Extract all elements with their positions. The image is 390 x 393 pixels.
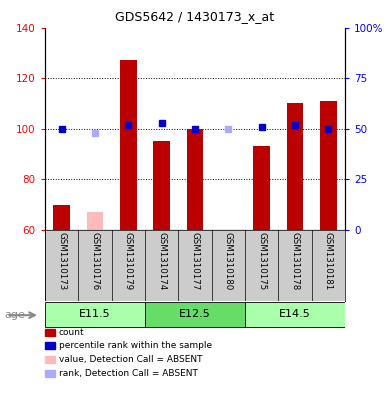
Text: GSM1310181: GSM1310181 xyxy=(324,232,333,290)
Text: GSM1310180: GSM1310180 xyxy=(224,232,233,290)
Bar xyxy=(287,103,303,230)
Text: GSM1310178: GSM1310178 xyxy=(291,232,300,290)
Bar xyxy=(187,129,203,230)
Bar xyxy=(145,302,245,327)
Text: GDS5642 / 1430173_x_at: GDS5642 / 1430173_x_at xyxy=(115,10,275,23)
Bar xyxy=(87,212,103,230)
Text: GSM1310179: GSM1310179 xyxy=(124,232,133,290)
Text: GSM1310174: GSM1310174 xyxy=(157,232,166,290)
Text: percentile rank within the sample: percentile rank within the sample xyxy=(58,342,212,350)
Text: GSM1310176: GSM1310176 xyxy=(90,232,99,290)
Bar xyxy=(45,302,145,327)
Text: E12.5: E12.5 xyxy=(179,309,211,320)
Bar xyxy=(53,205,70,230)
Bar xyxy=(120,61,136,230)
Text: count: count xyxy=(58,328,84,336)
Text: rank, Detection Call = ABSENT: rank, Detection Call = ABSENT xyxy=(58,369,197,378)
Bar xyxy=(153,141,170,230)
Text: GSM1310173: GSM1310173 xyxy=(57,232,66,290)
Text: value, Detection Call = ABSENT: value, Detection Call = ABSENT xyxy=(58,355,202,364)
Bar xyxy=(254,147,270,230)
Bar xyxy=(320,101,337,230)
Text: E14.5: E14.5 xyxy=(279,309,311,320)
Text: GSM1310177: GSM1310177 xyxy=(190,232,200,290)
Text: age: age xyxy=(5,310,26,320)
Bar xyxy=(245,302,345,327)
Text: GSM1310175: GSM1310175 xyxy=(257,232,266,290)
Text: E11.5: E11.5 xyxy=(79,309,111,320)
